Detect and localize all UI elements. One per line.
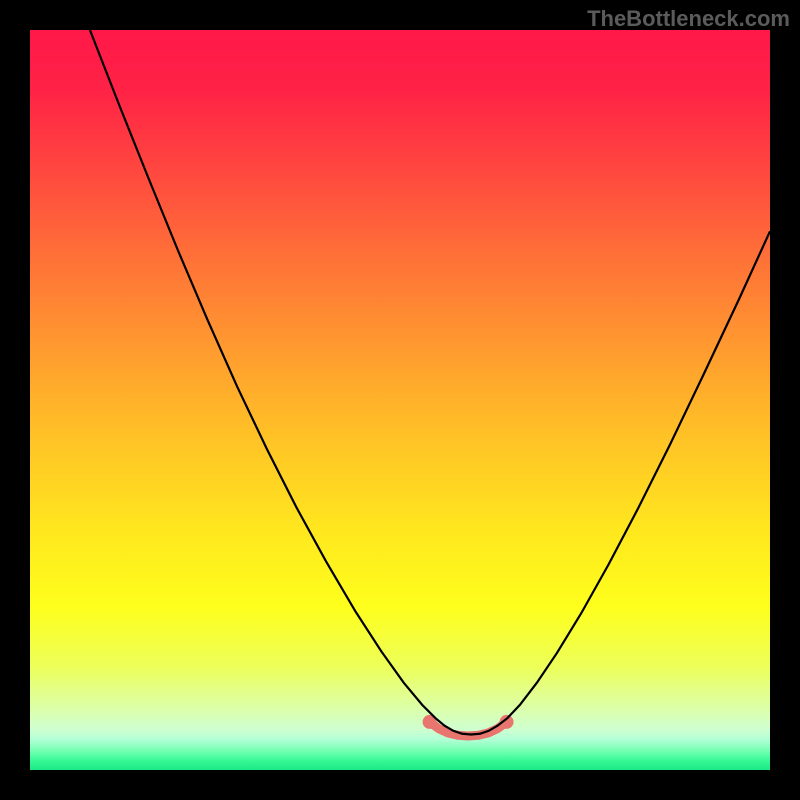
curve-layer: [30, 30, 770, 770]
plot-border-left: [0, 30, 30, 770]
plot-border-right: [770, 30, 800, 770]
watermark-text: TheBottleneck.com: [587, 6, 790, 32]
chart-container: TheBottleneck.com: [0, 0, 800, 800]
plot-border-bottom: [0, 770, 800, 800]
plot-area: [30, 30, 770, 770]
bottleneck-curve: [90, 30, 770, 734]
